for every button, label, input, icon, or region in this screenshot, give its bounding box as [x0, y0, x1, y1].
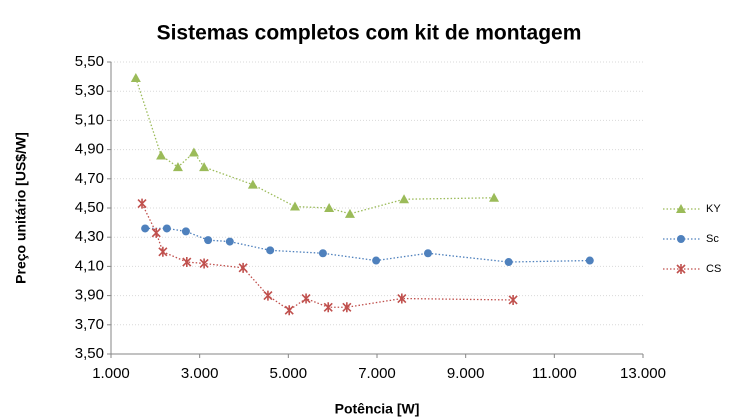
marker [199, 258, 209, 269]
marker [247, 179, 258, 189]
x-tick-label: 5.000 [270, 365, 308, 382]
marker [301, 293, 311, 304]
marker [284, 305, 294, 316]
y-axis-label: Preço unitário [US$/W] [13, 132, 29, 284]
marker [344, 208, 355, 218]
x-tick-label: 13.000 [620, 365, 666, 382]
marker [489, 192, 500, 202]
marker [397, 293, 407, 304]
marker [504, 258, 513, 267]
marker [508, 294, 518, 305]
y-tick-label: 4,50 [75, 199, 104, 216]
marker [137, 198, 147, 209]
marker [172, 162, 183, 172]
marker [130, 73, 141, 83]
marker [266, 246, 275, 255]
x-axis-label: Potência [W] [335, 401, 420, 417]
marker [676, 264, 686, 274]
marker [238, 262, 248, 273]
x-tick-label: 9.000 [447, 365, 485, 382]
marker [182, 257, 192, 268]
marker [289, 201, 300, 211]
marker [162, 224, 171, 233]
marker [423, 249, 432, 258]
x-tick-label: 11.000 [532, 365, 577, 382]
series-line [135, 77, 495, 215]
legend-label: CS [706, 263, 721, 275]
marker [141, 224, 150, 233]
marker [399, 194, 410, 204]
marker [199, 162, 210, 172]
marker [324, 203, 335, 212]
x-tick-label: 3.000 [181, 365, 219, 382]
marker [263, 290, 273, 301]
marker [188, 147, 199, 157]
marker [156, 150, 167, 160]
marker [225, 237, 234, 246]
y-tick-label: 3,50 [75, 345, 104, 362]
marker [676, 204, 686, 213]
y-tick-label: 5,50 [75, 53, 104, 70]
marker [677, 235, 685, 243]
marker [323, 302, 333, 313]
y-tick-label: 3,70 [75, 316, 104, 333]
x-tick-label: 1.000 [92, 365, 130, 382]
marker [585, 256, 594, 265]
marker [181, 227, 190, 236]
series-line [145, 227, 590, 263]
legend-label: KY [706, 203, 721, 215]
legend-label: Sc [706, 233, 719, 245]
y-tick-label: 4,70 [75, 170, 104, 187]
marker [204, 236, 213, 245]
marker [151, 227, 161, 238]
x-tick-label: 7.000 [358, 365, 396, 382]
chart-title: Sistemas completos com kit de montagem [157, 22, 582, 45]
y-tick-label: 4,10 [75, 257, 104, 274]
y-tick-label: 4,30 [75, 228, 104, 245]
y-tick-label: 5,30 [75, 82, 104, 99]
y-tick-label: 3,90 [75, 287, 104, 304]
marker [372, 256, 381, 265]
marker [158, 246, 168, 257]
y-tick-label: 4,90 [75, 141, 104, 158]
marker [318, 249, 327, 258]
y-tick-label: 5,10 [75, 111, 104, 128]
marker [342, 302, 352, 313]
